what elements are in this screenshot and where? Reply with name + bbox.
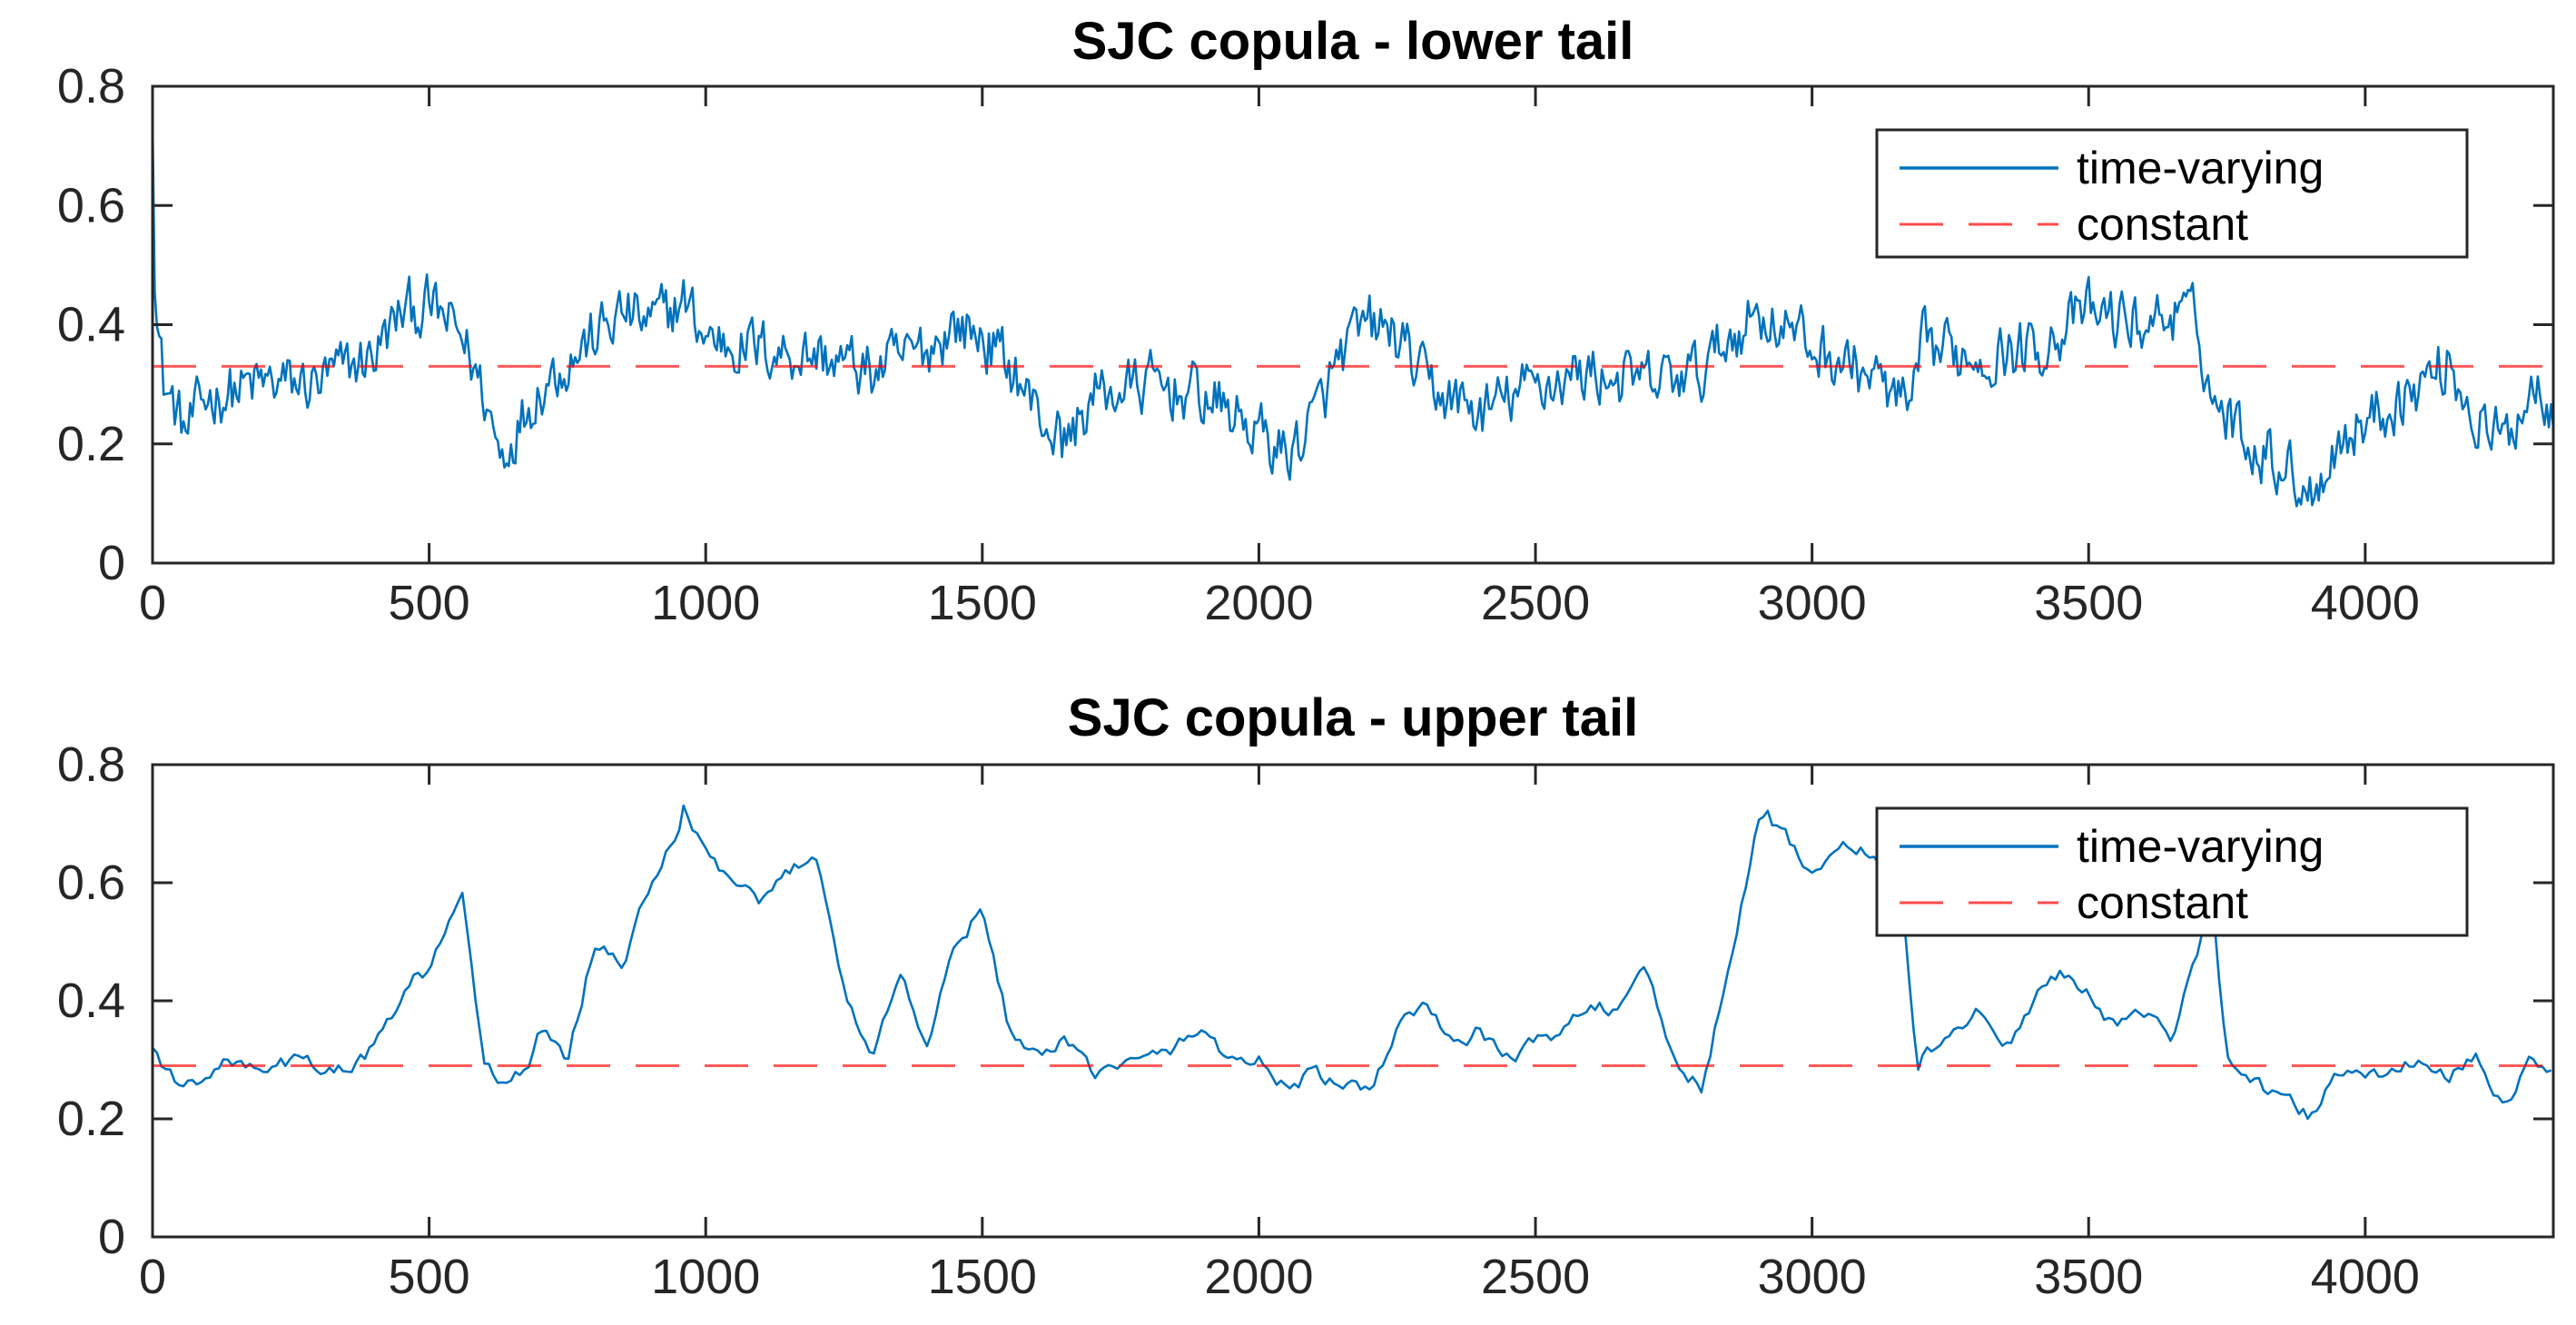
x-tick-label: 1000 [651,576,760,630]
x-tick-label: 500 [389,576,470,630]
x-tick-label: 3500 [2034,1250,2143,1304]
chart-panel-2: SJC copula - upper tail 0 500 1000 1500 2000 2… [57,688,2555,1304]
x-tick-label: 2000 [1204,576,1313,630]
y-tick-label: 0.4 [57,974,125,1028]
x-tick-label: 1000 [651,1250,760,1304]
y-tick-label: 0.8 [57,59,125,114]
x-tick-label: 0 [139,576,166,630]
y-tick-label: 0 [98,1210,125,1264]
legend-label: constant [2077,877,2248,928]
x-tick-label: 4000 [2311,1250,2420,1304]
x-tick-label: 3000 [1758,1250,1867,1304]
y-tick-label: 0.4 [57,298,125,352]
chart-title: SJC copula - lower tail [1072,12,1634,71]
x-tick-label: 4000 [2311,576,2420,630]
series-line-time-varying [153,804,2552,1121]
x-tick-label: 3000 [1758,576,1867,630]
chart-title: SJC copula - upper tail [1068,688,1638,747]
legend-label: time-varying [2077,821,2324,872]
x-tick-label: 3500 [2034,576,2143,630]
legend-label: constant [2077,199,2248,250]
series-line-time-varying [153,123,2553,508]
x-tick-label: 500 [389,1250,470,1304]
y-tick-label: 0 [98,536,125,590]
y-tick-label: 0.8 [57,737,125,792]
chart-panel-1: SJC copula - lower tail 0 500 1000 1500 2000 2… [57,12,2555,630]
x-tick-label: 1500 [928,576,1037,630]
x-tick-label: 0 [139,1250,166,1304]
x-tick-label: 2500 [1481,576,1590,630]
y-tick-label: 0.2 [57,1092,125,1146]
legend-box [1875,128,2469,259]
x-tick-label: 1500 [928,1250,1037,1304]
y-tick-label: 0.2 [57,417,125,471]
legend-box [1875,806,2469,937]
legend: time-varying constant [1875,128,2469,259]
legend-label: time-varying [2077,143,2324,193]
y-tick-label: 0.6 [57,855,125,910]
x-tick-label: 2500 [1481,1250,1590,1304]
y-tick-label: 0.6 [57,178,125,232]
x-tick-label: 2000 [1204,1250,1313,1304]
